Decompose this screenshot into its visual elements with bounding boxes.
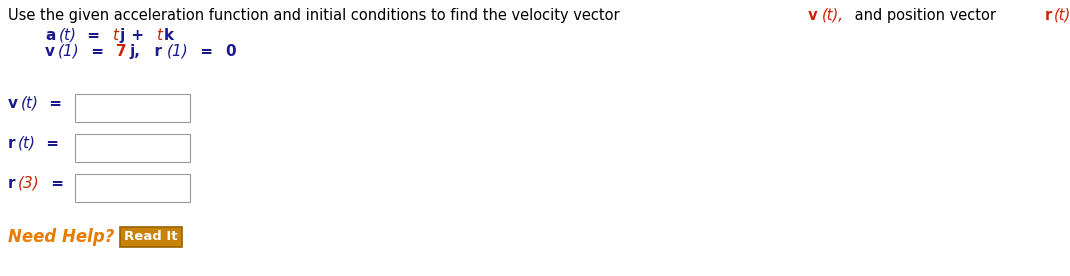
- Text: Need Help?: Need Help?: [7, 228, 114, 246]
- Bar: [75, 134, 190, 162]
- Text: (t): (t): [21, 96, 39, 111]
- Text: and position vector: and position vector: [851, 8, 1000, 23]
- Text: Use the given acceleration function and initial conditions to find the velocity : Use the given acceleration function and …: [7, 8, 624, 23]
- Text: v: v: [45, 44, 55, 59]
- Text: +: +: [126, 28, 150, 43]
- Text: 0: 0: [225, 44, 235, 59]
- Text: r: r: [7, 136, 15, 151]
- Bar: [75, 174, 190, 202]
- Text: =: =: [195, 44, 218, 59]
- Text: (3): (3): [18, 176, 40, 191]
- Text: =: =: [44, 96, 62, 111]
- Text: =: =: [81, 28, 105, 43]
- Bar: [75, 94, 190, 122]
- Text: j,: j,: [129, 44, 140, 59]
- Text: (1): (1): [167, 44, 188, 59]
- Text: r: r: [1044, 8, 1052, 23]
- Bar: [120, 227, 182, 247]
- Text: t: t: [111, 28, 118, 43]
- Text: v: v: [7, 96, 18, 111]
- Text: (t): (t): [59, 28, 76, 43]
- Text: v: v: [804, 8, 817, 23]
- Text: Read It: Read It: [124, 230, 178, 243]
- Text: (t).: (t).: [1054, 8, 1070, 23]
- Text: =: =: [46, 176, 64, 191]
- Text: (t),: (t),: [822, 8, 844, 23]
- Text: t: t: [156, 28, 163, 43]
- Text: r: r: [143, 44, 162, 59]
- Text: r: r: [7, 176, 15, 191]
- Text: =: =: [86, 44, 109, 59]
- Text: =: =: [41, 136, 59, 151]
- Text: 7: 7: [116, 44, 126, 59]
- Text: (t): (t): [18, 136, 35, 151]
- Text: (1): (1): [58, 44, 79, 59]
- Text: k: k: [164, 28, 174, 43]
- Text: a: a: [45, 28, 56, 43]
- Text: j: j: [120, 28, 124, 43]
